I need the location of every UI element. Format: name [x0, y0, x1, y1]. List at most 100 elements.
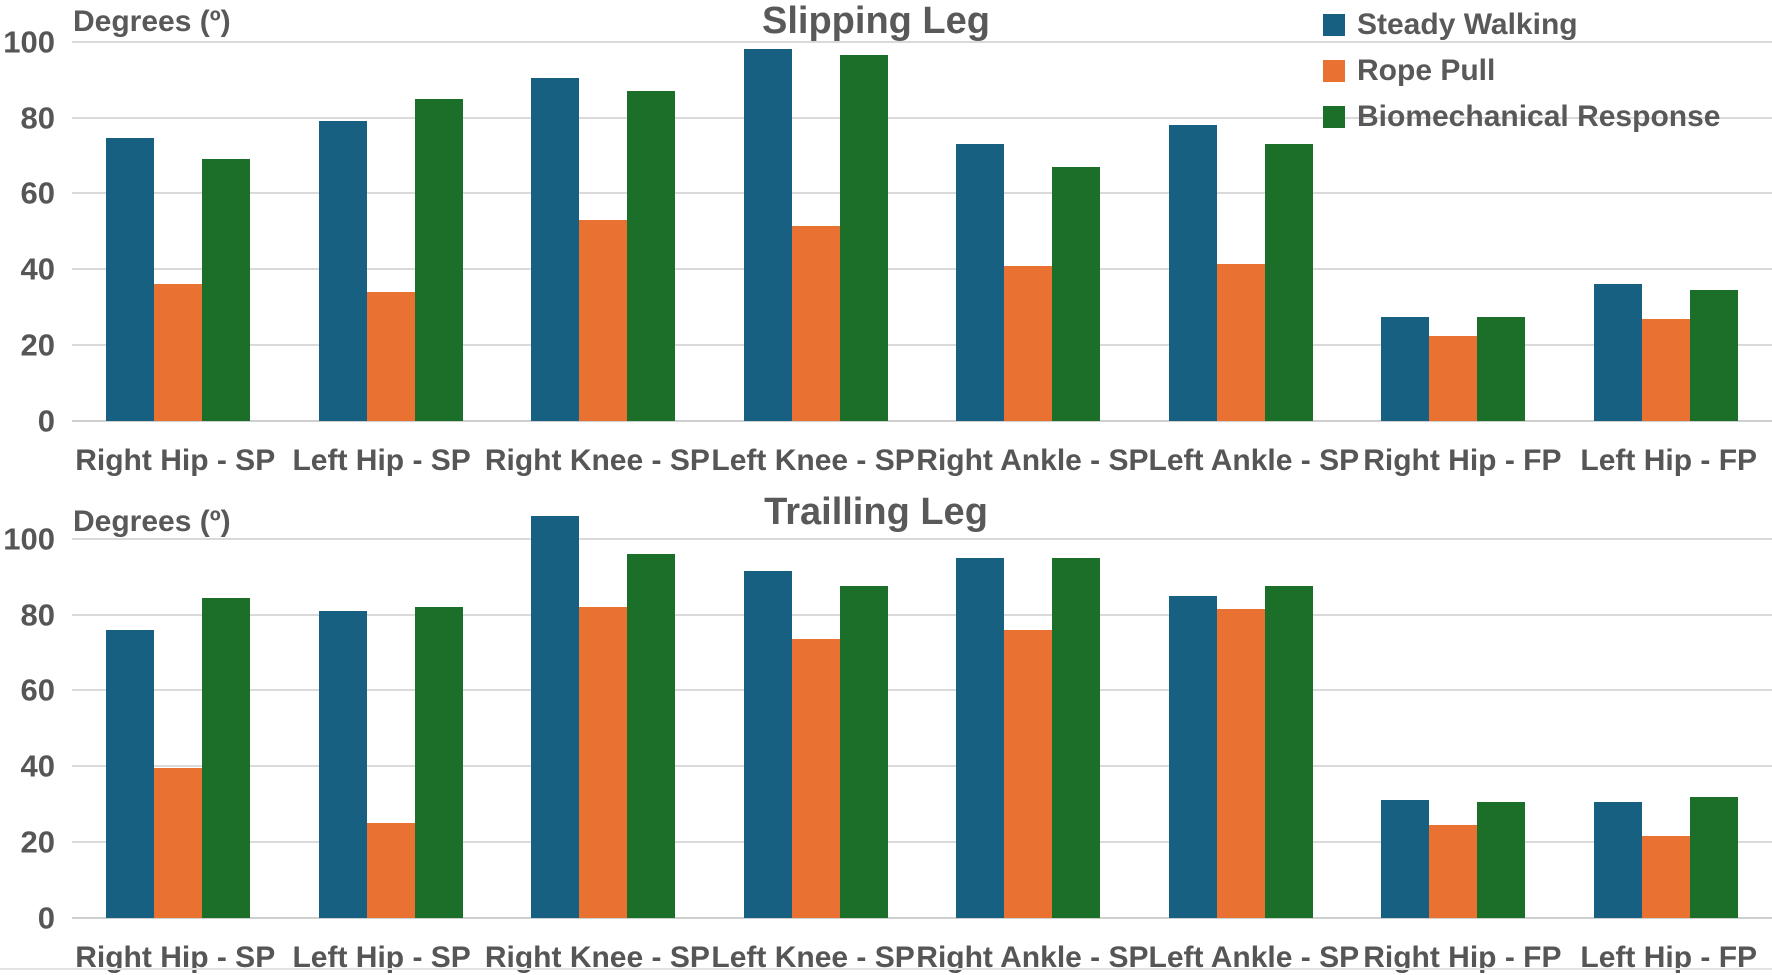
bar-biomechanical-response: [627, 554, 675, 918]
bar-group: [497, 497, 710, 918]
bar-steady-walking: [1381, 800, 1429, 918]
y-tick-label: 100: [0, 26, 55, 57]
x-tick-label: Left Ankle - SP: [1149, 421, 1360, 478]
bar-steady-walking: [956, 558, 1004, 918]
y-tick-label: 60: [0, 178, 55, 209]
legend-label: Rope Pull: [1357, 54, 1495, 88]
bar-biomechanical-response: [1477, 802, 1525, 918]
bars: [1594, 497, 1738, 918]
bar-steady-walking: [1169, 125, 1217, 421]
bar-steady-walking: [1594, 284, 1642, 421]
bars: [1169, 0, 1313, 421]
bar-rope-pull: [367, 292, 415, 421]
bar-rope-pull: [1429, 825, 1477, 918]
y-tick-label: 100: [0, 523, 55, 554]
bar-rope-pull: [1642, 836, 1690, 918]
bars: [1381, 497, 1525, 918]
bar-rope-pull: [1217, 609, 1265, 918]
bar-rope-pull: [367, 823, 415, 918]
bar-steady-walking: [106, 138, 154, 421]
bar-rope-pull: [1642, 319, 1690, 421]
bar-rope-pull: [792, 639, 840, 918]
bar-biomechanical-response: [202, 598, 250, 918]
bar-groups: [72, 497, 1772, 918]
plot-area: [72, 497, 1772, 918]
bar-group: [72, 0, 285, 421]
y-tick-label: 80: [0, 102, 55, 133]
bar-biomechanical-response: [1052, 558, 1100, 918]
x-tick-label: Left Hip - SP: [278, 918, 484, 975]
bars: [106, 497, 250, 918]
bar-group: [72, 497, 285, 918]
bar-group: [922, 0, 1135, 421]
bar-group: [1560, 497, 1772, 918]
x-tick-label: Left Hip - FP: [1566, 918, 1772, 975]
x-tick-label: Left Knee - SP: [710, 918, 916, 975]
bar-steady-walking: [319, 611, 367, 918]
bar-group: [710, 497, 923, 918]
bars: [531, 497, 675, 918]
y-tick-label: 20: [0, 827, 55, 858]
bar-rope-pull: [1004, 630, 1052, 918]
bar-group: [1135, 497, 1348, 918]
bar-rope-pull: [1429, 336, 1477, 421]
bar-steady-walking: [531, 516, 579, 918]
legend-label: Biomechanical Response: [1357, 100, 1720, 134]
bar-steady-walking: [106, 630, 154, 918]
x-tick-label: Left Knee - SP: [710, 421, 916, 478]
x-tick-label: Right Hip - SP: [72, 918, 278, 975]
x-tick-label: Right Hip - FP: [1359, 421, 1565, 478]
y-tick-label: 40: [0, 751, 55, 782]
bars: [744, 497, 888, 918]
bar-steady-walking: [1594, 802, 1642, 918]
bar-group: [710, 0, 923, 421]
legend-item: Steady Walking: [1323, 2, 1720, 48]
x-tick-label: Right Hip - SP: [72, 421, 278, 478]
y-tick-label: 60: [0, 675, 55, 706]
bar-rope-pull: [579, 607, 627, 918]
bar-steady-walking: [956, 144, 1004, 421]
y-tick-label: 20: [0, 330, 55, 361]
bar-biomechanical-response: [1052, 167, 1100, 421]
bar-group: [497, 0, 710, 421]
y-tick-label: 0: [0, 903, 55, 934]
y-axis-label: Degrees (º): [73, 6, 231, 38]
bar-biomechanical-response: [1265, 586, 1313, 918]
x-tick-label: Left Hip - SP: [278, 421, 484, 478]
bar-group: [922, 497, 1135, 918]
bar-steady-walking: [1169, 596, 1217, 918]
biomechanical-response-swatch-icon: [1323, 106, 1345, 128]
bar-steady-walking: [1381, 317, 1429, 421]
bar-biomechanical-response: [627, 91, 675, 421]
bar-biomechanical-response: [202, 159, 250, 421]
bar-steady-walking: [319, 121, 367, 421]
bar-rope-pull: [154, 768, 202, 918]
bar-biomechanical-response: [1265, 144, 1313, 421]
bar-biomechanical-response: [840, 55, 888, 421]
bars: [956, 497, 1100, 918]
bars: [1169, 497, 1313, 918]
y-axis-label: Degrees (º): [73, 506, 231, 538]
legend-item: Biomechanical Response: [1323, 94, 1720, 140]
x-tick-label: Right Knee - SP: [485, 421, 710, 478]
bar-steady-walking: [744, 49, 792, 421]
steady-walking-swatch-icon: [1323, 14, 1345, 36]
bar-rope-pull: [1217, 264, 1265, 421]
y-tick-label: 80: [0, 599, 55, 630]
bar-biomechanical-response: [840, 586, 888, 918]
bar-group: [285, 0, 498, 421]
bar-biomechanical-response: [1690, 797, 1738, 918]
bar-group: [1135, 0, 1348, 421]
bar-rope-pull: [1004, 266, 1052, 422]
x-tick-label: Left Ankle - SP: [1149, 918, 1360, 975]
x-tick-label: Left Hip - FP: [1566, 421, 1772, 478]
bars: [106, 0, 250, 421]
bars: [319, 497, 463, 918]
bars: [319, 0, 463, 421]
bar-biomechanical-response: [1477, 317, 1525, 421]
bar-steady-walking: [744, 571, 792, 918]
